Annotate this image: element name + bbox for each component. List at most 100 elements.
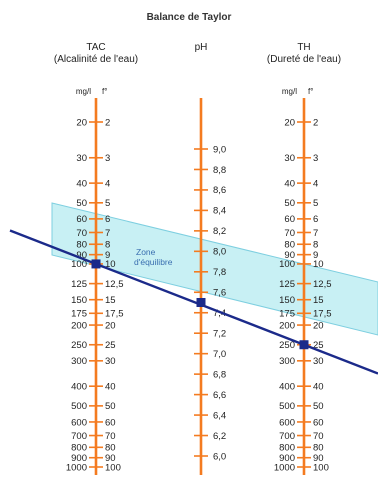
th-tick-label-mgl: 30 — [284, 153, 295, 164]
tac-tick-label-mgl: 80 — [76, 240, 87, 251]
th-tick-label-mgl: 175 — [279, 309, 295, 320]
th-tick-label-f: 40 — [313, 381, 324, 392]
th-tick-label-mgl: 50 — [284, 198, 295, 209]
th-tick-label-mgl: 125 — [279, 279, 295, 290]
tac-tick-label-f: 40 — [105, 381, 116, 392]
th-unit-mgl: mg/l — [282, 87, 297, 96]
tac-tick-label-mgl: 700 — [71, 431, 87, 442]
th-tick-label-mgl: 70 — [284, 228, 295, 239]
tac-tick-label-mgl: 20 — [76, 117, 87, 128]
zone-label-line1: Zone — [136, 247, 156, 257]
th-tick-label-mgl: 900 — [279, 453, 295, 464]
tac-title: TAC — [86, 42, 105, 53]
example-reading — [9, 229, 378, 375]
th-tick-label-mgl: 80 — [284, 240, 295, 251]
reading-line — [9, 229, 378, 375]
th-tick-label-mgl: 1000 — [274, 462, 295, 473]
th-tick-label-f: 25 — [313, 340, 324, 351]
th-tick-label-f: 15 — [313, 295, 324, 306]
tac-tick-label-mgl: 175 — [71, 309, 87, 320]
tac-tick-label-f: 100 — [105, 462, 121, 473]
tac-marker — [91, 259, 101, 269]
tac-tick-label-f: 2 — [105, 117, 110, 128]
th-tick-label-f: 70 — [313, 431, 324, 442]
ph-title: pH — [195, 42, 208, 53]
th-tick-label-f: 4 — [313, 178, 318, 189]
equilibrium-zone-band — [51, 202, 378, 336]
th-tick-label-mgl: 200 — [279, 320, 295, 331]
th-tick-label-mgl: 150 — [279, 295, 295, 306]
tac-tick-label-mgl: 250 — [71, 340, 87, 351]
ph-tick-label: 7,2 — [213, 329, 226, 340]
tac-tick-label-f: 80 — [105, 443, 116, 454]
th-tick-label-f: 8 — [313, 240, 318, 251]
th-tick-label-mgl: 400 — [279, 381, 295, 392]
th-tick-label-mgl: 300 — [279, 356, 295, 367]
tac-tick-label-mgl: 70 — [76, 228, 87, 239]
th-tick-label-f: 2 — [313, 117, 318, 128]
tac-tick-label-mgl: 100 — [71, 259, 87, 270]
th-tick-label-mgl: 100 — [279, 259, 295, 270]
tac-tick-label-f: 25 — [105, 340, 116, 351]
tac-tick-label-f: 5 — [105, 198, 110, 209]
tac-tick-label-mgl: 60 — [76, 214, 87, 225]
th-subtitle: (Dureté de l'eau) — [267, 54, 341, 65]
tac-tick-label-mgl: 800 — [71, 443, 87, 454]
ph-tick-label: 6,6 — [213, 390, 226, 401]
tac-tick-label-mgl: 400 — [71, 381, 87, 392]
ph-tick-label: 6,0 — [213, 451, 226, 462]
tac-tick-label-f: 30 — [105, 356, 116, 367]
th-tick-label-f: 9 — [313, 250, 318, 261]
th-tick-label-f: 10 — [313, 259, 324, 270]
tac-tick-label-mgl: 50 — [76, 198, 87, 209]
tac-tick-label-f: 7 — [105, 228, 110, 239]
th-tick-label-mgl: 600 — [279, 417, 295, 428]
tac-tick-label-f: 20 — [105, 320, 116, 331]
tac-tick-label-mgl: 200 — [71, 320, 87, 331]
tac-tick-label-f: 60 — [105, 417, 116, 428]
ph-tick-label: 8,6 — [213, 185, 226, 196]
th-tick-label-mgl: 500 — [279, 401, 295, 412]
th-tick-label-f: 7 — [313, 228, 318, 239]
th-tick-label-f: 90 — [313, 453, 324, 464]
th-tick-label-mgl: 20 — [284, 117, 295, 128]
ph-marker — [196, 298, 206, 307]
th-tick-label-f: 17,5 — [313, 309, 332, 320]
th-tick-label-f: 3 — [313, 153, 318, 164]
zone-label-line2: d'équilibre — [134, 257, 173, 267]
tac-tick-label-f: 8 — [105, 240, 110, 251]
ph-tick-label: 9,0 — [213, 144, 226, 155]
tac-tick-label-f: 4 — [105, 178, 110, 189]
tac-tick-label-f: 12,5 — [105, 279, 124, 290]
ph-tick-label: 7,4 — [213, 308, 226, 319]
tac-tick-label-f: 15 — [105, 295, 116, 306]
ph-tick-label: 6,4 — [213, 410, 226, 421]
ph-tick-label: 6,8 — [213, 369, 226, 380]
tac-tick-label-mgl: 125 — [71, 279, 87, 290]
ph-tick-label: 7,8 — [213, 267, 226, 278]
tac-tick-label-f: 90 — [105, 453, 116, 464]
th-tick-label-f: 60 — [313, 417, 324, 428]
tac-tick-label-mgl: 500 — [71, 401, 87, 412]
tac-tick-label-mgl: 30 — [76, 153, 87, 164]
ph-tick-label: 8,0 — [213, 247, 226, 258]
tac-tick-label-f: 17,5 — [105, 309, 124, 320]
tac-tick-label-mgl: 900 — [71, 453, 87, 464]
tac-unit-mgl: mg/l — [76, 87, 91, 96]
th-tick-label-f: 20 — [313, 320, 324, 331]
th-tick-label-f: 50 — [313, 401, 324, 412]
th-title: TH — [297, 42, 310, 53]
th-tick-label-mgl: 250 — [279, 340, 295, 351]
th-tick-label-f: 100 — [313, 462, 329, 473]
th-tick-label-f: 80 — [313, 443, 324, 454]
tac-subtitle: (Alcalinité de l'eau) — [54, 54, 138, 65]
equilibrium-zone — [51, 202, 378, 336]
th-tick-label-f: 12,5 — [313, 279, 332, 290]
ph-tick-label: 8,8 — [213, 165, 226, 176]
tac-tick-label-f: 50 — [105, 401, 116, 412]
ph-tick-label: 7,6 — [213, 288, 226, 299]
tac-tick-label-f: 3 — [105, 153, 110, 164]
tac-tick-label-f: 10 — [105, 259, 116, 270]
tac-tick-label-f: 70 — [105, 431, 116, 442]
